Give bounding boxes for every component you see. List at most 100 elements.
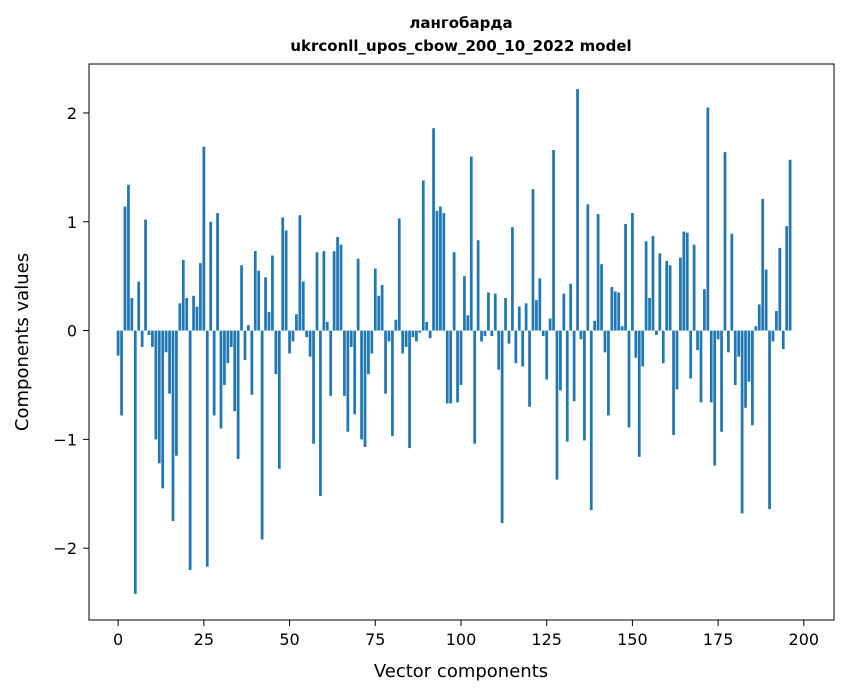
bar xyxy=(216,213,219,331)
bar xyxy=(428,330,432,339)
bar xyxy=(421,180,425,331)
bar xyxy=(504,297,507,331)
y-tick-label: −1 xyxy=(53,430,77,449)
bar xyxy=(452,252,456,331)
bar xyxy=(449,330,453,404)
bar xyxy=(319,330,322,496)
bar xyxy=(243,330,247,360)
bar xyxy=(339,244,343,331)
bar xyxy=(730,233,734,331)
bar xyxy=(613,291,617,331)
bar xyxy=(648,297,651,331)
bar xyxy=(188,330,192,570)
bar xyxy=(329,330,333,396)
bar xyxy=(332,251,336,331)
bar xyxy=(397,218,401,331)
bar xyxy=(655,330,658,335)
bar xyxy=(181,259,185,331)
bar xyxy=(178,303,182,331)
bar xyxy=(768,330,771,510)
bar xyxy=(130,297,134,331)
bar xyxy=(545,330,549,380)
bar xyxy=(343,330,346,396)
bar xyxy=(586,204,590,331)
bar xyxy=(161,330,165,489)
x-tick-label: 200 xyxy=(789,630,820,649)
bar xyxy=(685,232,689,331)
bar xyxy=(524,303,528,331)
bar xyxy=(548,318,552,331)
bar xyxy=(151,330,154,347)
x-tick-label: 125 xyxy=(531,630,562,649)
bar xyxy=(514,330,518,364)
bar xyxy=(349,330,353,347)
bar xyxy=(535,300,538,331)
bar xyxy=(727,330,730,353)
bar xyxy=(716,330,720,340)
bar xyxy=(517,306,521,331)
bar xyxy=(709,330,713,403)
bar xyxy=(223,330,226,385)
y-tick-label: −2 xyxy=(53,539,77,558)
bar xyxy=(257,270,261,331)
bar xyxy=(644,241,648,331)
bar xyxy=(147,330,151,335)
bar xyxy=(576,89,579,331)
bar xyxy=(469,156,473,331)
bar xyxy=(675,330,679,390)
bar xyxy=(493,293,497,331)
bar xyxy=(723,152,727,331)
bar xyxy=(137,281,141,331)
bar xyxy=(387,330,391,342)
bar xyxy=(425,321,429,331)
x-axis-label: Vector components xyxy=(374,661,548,682)
bar xyxy=(202,146,206,331)
bar xyxy=(781,330,785,350)
bar xyxy=(264,277,267,331)
x-tick-label: 25 xyxy=(194,630,214,649)
bar xyxy=(325,321,329,331)
bar xyxy=(301,281,305,331)
bar xyxy=(466,315,470,331)
bar xyxy=(651,235,655,331)
bar xyxy=(346,330,350,432)
bar xyxy=(511,227,514,331)
bar xyxy=(771,330,775,342)
bar xyxy=(418,330,422,333)
bar xyxy=(569,283,573,331)
bar xyxy=(559,330,562,391)
bar xyxy=(764,269,768,331)
y-tick-label: 1 xyxy=(67,213,77,232)
bar xyxy=(617,292,621,331)
bar xyxy=(579,330,583,340)
bar xyxy=(668,265,672,331)
bar xyxy=(507,330,511,344)
bar xyxy=(226,330,230,364)
bar xyxy=(661,330,665,364)
bar xyxy=(253,251,257,331)
x-tick-label: 50 xyxy=(279,630,299,649)
bar xyxy=(356,258,360,331)
bar xyxy=(140,330,144,347)
bar xyxy=(528,330,531,407)
bar xyxy=(699,330,703,403)
bar xyxy=(480,330,483,342)
bar xyxy=(435,210,439,331)
bar xyxy=(620,326,624,331)
y-axis-label: Components values xyxy=(12,253,33,431)
bar xyxy=(308,330,312,357)
bar xyxy=(751,330,754,426)
bar xyxy=(603,330,607,353)
bar xyxy=(250,330,254,395)
bar xyxy=(367,330,370,375)
bar xyxy=(288,330,291,354)
bar xyxy=(353,330,357,415)
bar xyxy=(473,330,477,444)
bar xyxy=(384,330,387,394)
bar xyxy=(589,330,593,511)
bar xyxy=(641,330,645,367)
bar xyxy=(295,314,298,331)
bar xyxy=(370,330,374,354)
bar xyxy=(679,257,682,331)
